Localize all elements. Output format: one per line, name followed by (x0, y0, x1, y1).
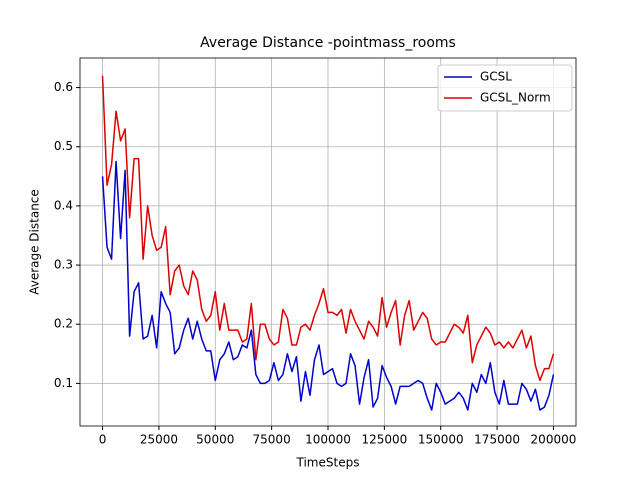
y-tick-label: 0.5 (54, 139, 73, 153)
y-tick-label: 0.3 (54, 258, 73, 272)
legend-label: GCSL_Norm (480, 91, 551, 105)
legend-label: GCSL (480, 70, 512, 84)
x-tick-label: 25000 (140, 433, 178, 447)
y-tick-label: 0.1 (54, 376, 73, 390)
chart-title: Average Distance -pointmass_rooms (200, 35, 456, 51)
y-tick-label: 0.2 (54, 317, 73, 331)
x-axis-label: TimeSteps (296, 456, 360, 470)
x-tick-label: 200000 (531, 433, 577, 447)
y-axis-label: Average Distance (28, 189, 42, 295)
series-line (101, 160, 555, 411)
y-tick-label: 0.4 (54, 198, 73, 212)
legend: GCSL GCSL_Norm (437, 64, 573, 112)
x-tick-label: 175000 (474, 433, 520, 447)
series-line (101, 75, 555, 382)
x-tick-label: 150000 (418, 433, 464, 447)
y-tick-label: 0.6 (54, 80, 73, 94)
x-tick-label: 75000 (253, 433, 291, 447)
x-tick-label: 125000 (361, 433, 407, 447)
x-tick-label: 50000 (196, 433, 234, 447)
plot-frame (79, 57, 577, 427)
x-tick-label: 100000 (305, 433, 351, 447)
x-tick-label: 0 (99, 433, 107, 447)
